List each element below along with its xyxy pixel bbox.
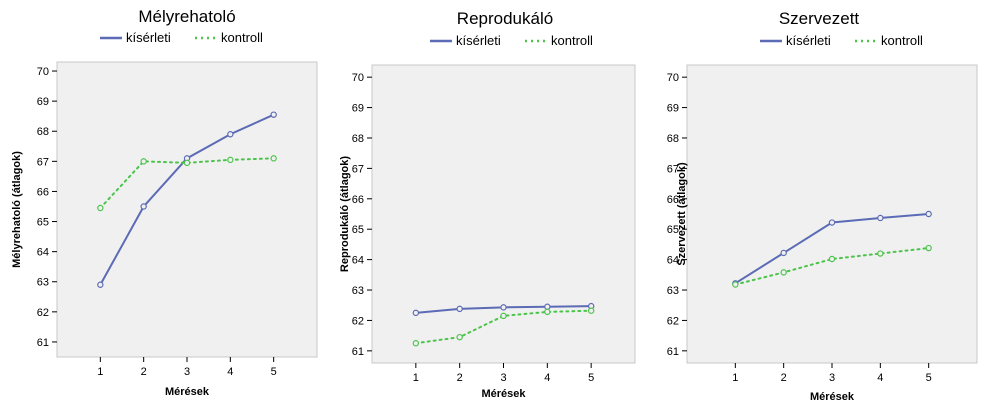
y-tick-label: 70 — [37, 66, 49, 78]
data-point-kontroll — [97, 204, 104, 212]
x-tick-label: 1 — [732, 372, 738, 384]
legend: kísérleti kontroll — [430, 33, 593, 48]
x-tick-label: 1 — [97, 366, 103, 378]
x-tick-label: 3 — [829, 372, 835, 384]
y-tick-label: 65 — [352, 224, 364, 236]
y-tick-label: 70 — [667, 72, 679, 84]
data-point-kiserleti — [456, 305, 463, 313]
chart-title: Szervezett — [779, 9, 860, 28]
y-tick-label: 64 — [352, 255, 364, 267]
legend: kísérleti kontroll — [100, 30, 263, 45]
plot-area — [686, 64, 978, 364]
y-tick-label: 61 — [37, 337, 49, 349]
data-point-kontroll — [456, 333, 463, 341]
y-tick-label: 62 — [352, 315, 364, 327]
y-tick-label: 65 — [667, 224, 679, 236]
x-axis-label: Mérések — [165, 386, 210, 398]
x-tick-label: 2 — [141, 366, 147, 378]
x-tick-label: 4 — [227, 366, 233, 378]
y-tick-label: 66 — [37, 186, 49, 198]
chart-title: Mélyrehatoló — [138, 7, 235, 26]
legend-label: kontroll — [221, 30, 263, 45]
legend-label: kísérleti — [126, 30, 171, 45]
data-point-kontroll — [412, 340, 420, 347]
y-tick-label: 68 — [37, 126, 49, 138]
y-axis-label: Mélyrehatoló (átlagok) — [11, 151, 23, 268]
y-tick-label: 67 — [37, 156, 49, 168]
x-tick-label: 5 — [926, 372, 932, 384]
y-tick-label: 69 — [37, 96, 49, 108]
x-tick-label: 2 — [457, 372, 463, 384]
data-point-kiserleti — [500, 304, 507, 311]
x-tick-label: 4 — [544, 372, 550, 384]
chart-panel-1: Mélyrehatoló kísérleti kontroll 61 62 63 64 65 6… — [0, 0, 320, 405]
x-tick-label: 5 — [588, 372, 594, 384]
data-point-kiserleti — [412, 309, 420, 317]
y-tick-label: 68 — [667, 133, 679, 145]
data-point-kontroll — [587, 307, 595, 314]
data-point-kiserleti — [544, 303, 551, 310]
x-axis-label: Mérések — [810, 391, 855, 403]
y-tick-label: 66 — [667, 194, 679, 206]
data-point-kiserleti — [97, 281, 104, 288]
y-axis-label: Szervezett (átlagok) — [676, 162, 688, 266]
y-tick-label: 61 — [667, 346, 679, 358]
legend-label: kontroll — [881, 33, 923, 48]
legend-label: kísérleti — [456, 33, 501, 48]
y-tick-label: 66 — [352, 194, 364, 206]
y-tick-label: 64 — [37, 247, 49, 259]
y-tick-label: 63 — [352, 285, 364, 297]
data-point-kontroll — [140, 158, 147, 165]
y-tick-label: 68 — [352, 133, 364, 145]
data-point-kontroll — [500, 312, 507, 320]
y-tick-label: 62 — [37, 307, 49, 319]
y-tick-label: 65 — [37, 217, 49, 229]
x-tick-label: 3 — [184, 366, 190, 378]
data-point-kontroll — [544, 308, 551, 316]
data-point-kontroll — [925, 244, 932, 252]
y-tick-label: 69 — [667, 103, 679, 115]
data-point-kontroll — [877, 250, 884, 257]
data-point-kiserleti — [877, 214, 884, 222]
x-tick-label: 2 — [781, 372, 787, 384]
y-tick-label: 63 — [667, 285, 679, 297]
y-tick-label: 69 — [352, 103, 364, 115]
data-point-kiserleti — [227, 131, 234, 138]
data-point-kiserleti — [925, 210, 932, 218]
y-axis-label: Reprodukáló (átlagok) — [339, 156, 351, 272]
y-tick-label: 67 — [352, 163, 364, 175]
data-point-kontroll — [732, 281, 739, 288]
chart-panel-2: Reprodukáló kísérleti kontroll 61 62 63 64 65 66… — [330, 0, 650, 405]
legend-label: kísérleti — [786, 33, 831, 48]
chart-szervezett: Szervezett kísérleti kontroll 61 62 63 64 65 66 6… — [667, 9, 978, 403]
y-tick-label: 67 — [667, 163, 679, 175]
data-point-kontroll — [780, 269, 787, 276]
series-line-kontroll — [734, 247, 930, 286]
x-tick-label: 3 — [500, 372, 506, 384]
data-point-kiserleti — [780, 249, 787, 257]
data-point-kiserleti — [828, 219, 836, 226]
chart-title: Reprodukáló — [457, 9, 553, 28]
y-tick-label: 70 — [352, 72, 364, 84]
y-tick-label: 62 — [667, 315, 679, 327]
chart-reprodukalo: Reprodukáló kísérleti kontroll 61 62 63 64 65 66… — [339, 9, 636, 400]
data-point-kontroll — [270, 155, 277, 162]
y-tick-label: 64 — [667, 255, 679, 267]
x-axis-label: Mérések — [481, 388, 526, 400]
x-tick-label: 1 — [413, 372, 419, 384]
y-tick-label: 63 — [37, 277, 49, 289]
x-tick-label: 5 — [271, 366, 277, 378]
data-point-kiserleti — [270, 111, 277, 118]
legend-label: kontroll — [551, 33, 593, 48]
legend: kísérleti kontroll — [760, 33, 923, 48]
data-point-kiserleti — [140, 203, 147, 210]
x-tick-label: 4 — [877, 372, 883, 384]
chart-melyrehatolo: Mélyrehatoló kísérleti kontroll 61 62 63 64 65 6… — [11, 7, 318, 398]
data-point-kontroll — [183, 159, 191, 167]
plot-area — [56, 61, 318, 358]
data-point-kontroll — [828, 255, 836, 263]
y-tick-label: 61 — [352, 346, 364, 358]
chart-panel-3: Szervezett kísérleti kontroll 61 62 63 64 65 66 6… — [665, 0, 985, 405]
data-point-kontroll — [227, 156, 234, 164]
